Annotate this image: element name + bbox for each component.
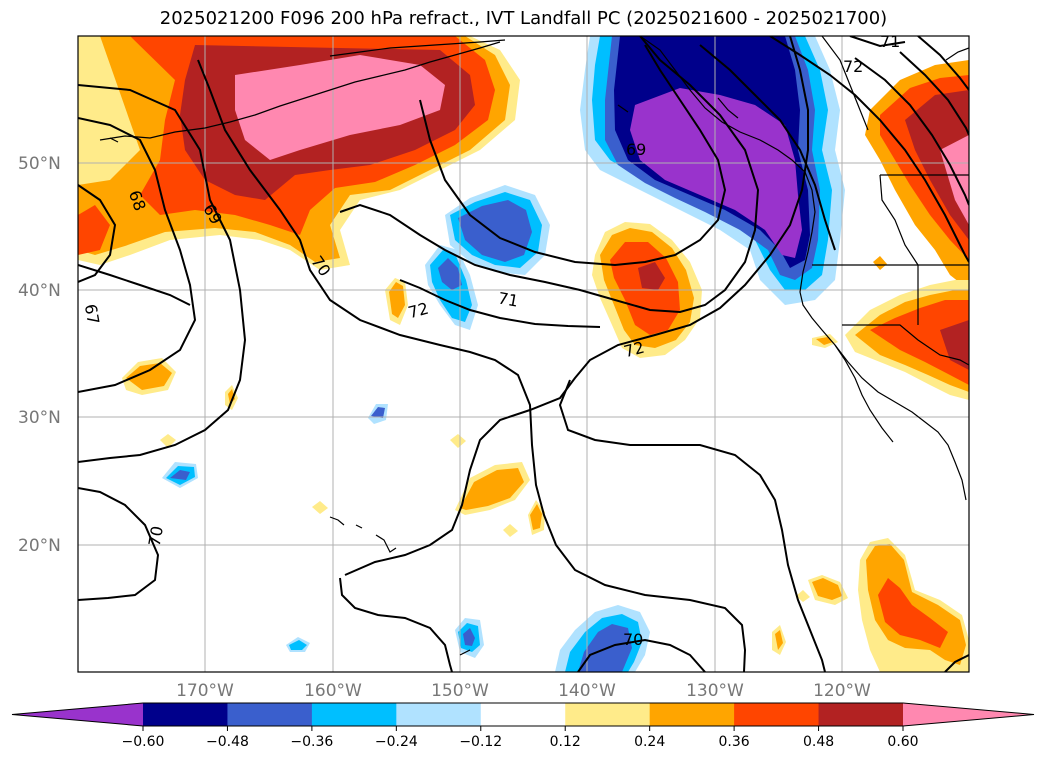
lon-label: 150°W (431, 681, 489, 701)
colorbar-tick-label: −0.24 (375, 734, 418, 750)
colorbar-tick-label: 0.36 (719, 734, 750, 750)
lat-label: 20°N (18, 536, 61, 556)
shaded-anomaly-northeast (865, 60, 969, 290)
contour-label: 72 (622, 338, 647, 362)
lat-label: 40°N (18, 281, 61, 301)
lon-label: 130°W (686, 681, 744, 701)
contour-label: 69 (626, 140, 646, 159)
map-frame (77, 35, 970, 673)
colorbar: −0.60 −0.48 −0.36 −0.24 −0.12 0.12 0.24 0.36 0.4… (11, 702, 1035, 750)
contour-label: 70 (623, 630, 643, 649)
longitude-labels: 170°W 160°W 150°W 140°W 130°W 120°W (176, 681, 871, 701)
contour-label: 72 (406, 299, 431, 323)
map-area: 71 72 68 69 69 70 67 72 71 72 70 70 (78, 32, 969, 672)
shaded-anomaly-south (162, 404, 650, 672)
lon-label: 140°W (558, 681, 616, 701)
colorbar-segment (565, 703, 651, 726)
colorbar-segment (649, 703, 735, 726)
shaded-anomaly-northwest (78, 36, 520, 270)
colorbar-segment (143, 703, 228, 726)
colorbar-extend-min (12, 703, 143, 726)
colorbar-tick-label: −0.36 (290, 734, 333, 750)
colorbar-extend-max (903, 703, 1034, 726)
colorbar-segment (480, 703, 566, 726)
colorbar-tick-label: −0.12 (459, 734, 502, 750)
colorbar-tick-label: −0.60 (122, 734, 165, 750)
colorbar-tick-label: 0.12 (550, 734, 581, 750)
shaded-anomaly-southeast (122, 256, 969, 672)
lat-label: 50°N (18, 154, 61, 174)
contour-label: 71 (880, 32, 900, 51)
ivt-contours (78, 36, 969, 672)
latitude-labels: 50°N 40°N 30°N 20°N (18, 154, 61, 556)
lon-label: 160°W (304, 681, 362, 701)
lon-label: 120°W (813, 681, 871, 701)
graticule (78, 36, 969, 672)
colorbar-tick-label: 0.24 (634, 734, 665, 750)
contour-label: 71 (497, 288, 520, 310)
colorbar-segment (818, 703, 904, 726)
colorbar-tick-label: 0.48 (803, 734, 834, 750)
colorbar-segment (396, 703, 482, 726)
shaded-anomaly-east (845, 280, 969, 400)
lat-label: 30°N (18, 408, 61, 428)
contour-labels: 71 72 68 69 69 70 67 72 71 72 70 70 (81, 32, 901, 649)
colorbar-segment (227, 703, 313, 726)
colorbar-segment (311, 703, 397, 726)
shaded-anomaly-north (580, 36, 845, 305)
lon-label: 170°W (176, 681, 234, 701)
contour-label: 70 (145, 524, 167, 547)
map-title: 2025021200 F096 200 hPa refract., IVT La… (159, 8, 888, 29)
shaded-anomaly-midpacific (425, 185, 550, 330)
colorbar-segment (734, 703, 820, 726)
colorbar-tick-label: −0.48 (206, 734, 249, 750)
contour-label: 67 (81, 303, 103, 326)
colorbar-tick-label: 0.60 (887, 734, 918, 750)
contour-label: 72 (843, 57, 863, 76)
